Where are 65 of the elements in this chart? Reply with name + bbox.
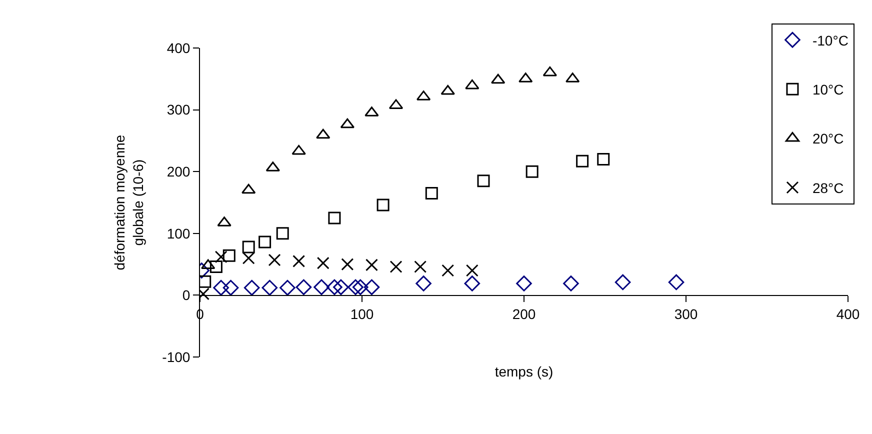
point [425, 186, 438, 200]
point [340, 118, 355, 128]
point [576, 154, 589, 168]
point [213, 280, 229, 296]
legend-label: -10°C [812, 32, 848, 48]
point [348, 279, 364, 296]
y-tick-label: -100 [162, 348, 190, 365]
point [365, 258, 378, 272]
legend-label: 20°C [812, 130, 844, 147]
point [516, 276, 532, 292]
point [597, 152, 610, 166]
point [200, 275, 212, 288]
point [466, 264, 478, 277]
point [222, 249, 236, 262]
point [352, 279, 368, 296]
x-tick-label: 100 [350, 306, 374, 322]
point [333, 279, 349, 296]
point [292, 254, 306, 268]
point [296, 279, 312, 296]
x-axis-title: temps (s) [494, 363, 554, 380]
point [563, 276, 579, 292]
point [280, 280, 296, 296]
point [668, 274, 684, 290]
point [201, 259, 216, 270]
y-tick-label: 200 [166, 164, 190, 180]
point [244, 280, 260, 296]
point [268, 254, 281, 266]
point [416, 276, 432, 292]
x-tick-label: 300 [674, 306, 698, 322]
point [364, 279, 380, 296]
point [614, 274, 631, 290]
x-tick-label: 200 [512, 306, 536, 322]
point [526, 165, 538, 178]
y-axis-title: déformation moyenne globale (10-6) [112, 134, 146, 270]
point [542, 66, 558, 76]
point [390, 260, 402, 274]
point [316, 256, 330, 270]
y-tick-label: 100 [166, 225, 190, 242]
point [464, 276, 480, 292]
point [442, 264, 454, 277]
y-tick-label: 400 [166, 40, 190, 56]
point [376, 198, 390, 212]
legend-label: 28°C [812, 180, 844, 196]
point [414, 260, 427, 274]
y-tick-label: 300 [166, 102, 190, 118]
point [292, 144, 306, 155]
point [276, 227, 289, 240]
point [328, 212, 341, 224]
point [490, 74, 506, 84]
point [242, 240, 255, 254]
legend-label: 10°C [812, 82, 844, 98]
x-tick-label: 400 [836, 306, 860, 322]
point [477, 174, 490, 188]
point [326, 279, 342, 296]
point [222, 280, 239, 296]
point [465, 79, 480, 90]
point [262, 280, 278, 296]
y-tick-label: 0 [182, 287, 190, 304]
point [314, 279, 330, 296]
point [242, 184, 256, 194]
point [316, 128, 330, 139]
point [341, 258, 354, 271]
point [242, 252, 255, 264]
point [258, 236, 272, 248]
point [210, 260, 222, 274]
